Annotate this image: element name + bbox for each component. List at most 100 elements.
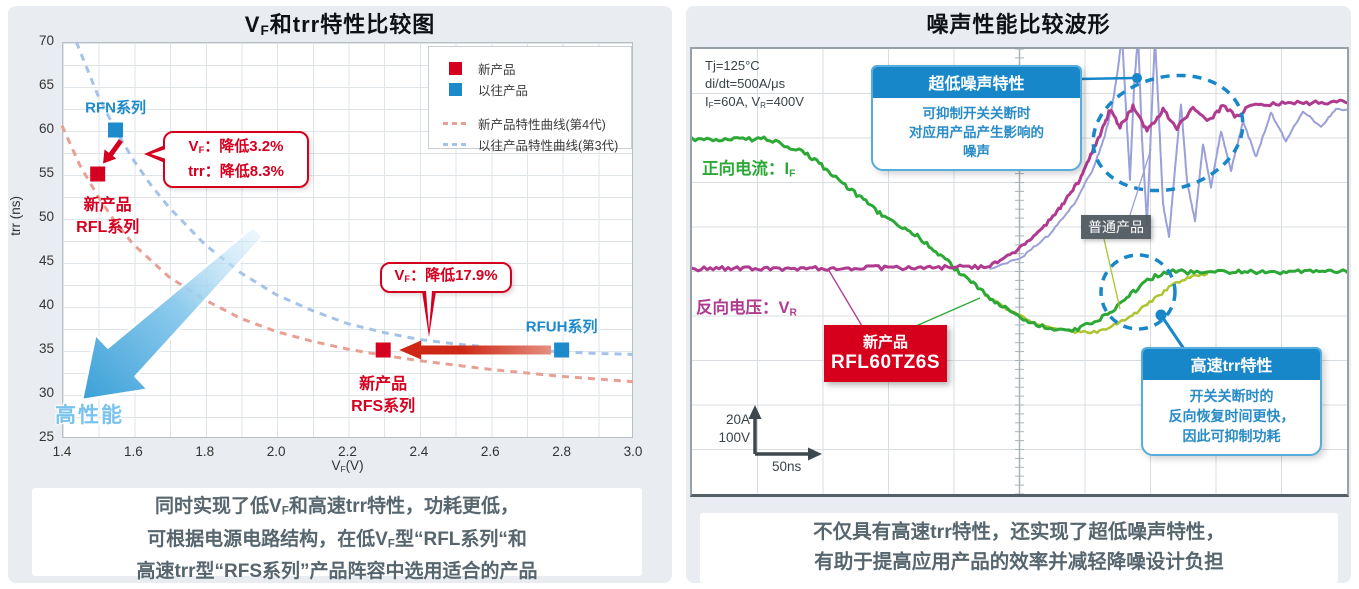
improvement-callout-rfl: VF：降低3.2% trr：降低8.3% bbox=[144, 131, 309, 189]
y-axis-label: trr (ns) bbox=[8, 196, 23, 236]
data-point-RFS系列 bbox=[375, 342, 391, 358]
summary-line: 有助于提高应用产品的效率并减轻降噪设计负担 bbox=[814, 551, 1224, 573]
callout-body: 开关关断时的 反向恢复时间更快， 因此可抑制功耗 bbox=[1143, 380, 1320, 454]
legend-label: 以往产品 bbox=[478, 84, 529, 98]
y-tick-label: 30 bbox=[38, 385, 54, 400]
legend-swatch-curve4 bbox=[443, 121, 469, 126]
leader-line bbox=[1103, 238, 1121, 310]
x-tick-label: 2.4 bbox=[409, 444, 429, 459]
noise-highlight-ellipse bbox=[1091, 73, 1245, 193]
left-panel-title: VF和trr特性比较图 bbox=[244, 12, 436, 38]
x-tick-label: 3.0 bbox=[623, 444, 643, 459]
leader-line bbox=[1129, 148, 1152, 216]
callout-pointer-fill bbox=[425, 291, 432, 331]
y-tick-label: 70 bbox=[38, 33, 54, 48]
scale-amps-label: 20A bbox=[725, 412, 750, 427]
callout-pointer-fill bbox=[151, 149, 166, 159]
callout-line: VF：降低3.2% bbox=[188, 138, 284, 156]
left-summary-box: 同时实现了低VF和高速trr特性，功耗更低， 可根据电源电路结构，在低VF型“R… bbox=[32, 488, 642, 582]
fast-trr-callout: 高速trr特性 开关关断时的 反向恢复时间更快， 因此可抑制功耗 bbox=[1141, 347, 1322, 456]
scale-arrowhead bbox=[808, 447, 822, 461]
y-tick-label: 25 bbox=[38, 429, 54, 444]
x-tick-label: 2.6 bbox=[480, 444, 500, 459]
legend-swatch-curve3 bbox=[443, 142, 469, 147]
scale-volts-label: 100V bbox=[718, 430, 750, 445]
legend-item-new: 新产品 bbox=[443, 58, 631, 79]
legend-item-old: 以往产品 bbox=[443, 79, 631, 100]
legend-item-curve4: 新产品特性曲线(第4代) bbox=[443, 113, 631, 134]
x-axis-label: VF(V) bbox=[331, 458, 364, 474]
y-tick-label: 45 bbox=[38, 253, 54, 268]
y-tick-label: 40 bbox=[38, 297, 54, 312]
x-tick-label: 1.4 bbox=[52, 444, 72, 459]
trr-highlight-circle bbox=[1099, 253, 1177, 331]
legend-swatch-old bbox=[449, 83, 462, 96]
high-performance-arrow bbox=[80, 225, 265, 402]
forward-current-label: 正向电流：IF bbox=[702, 160, 796, 180]
y-tick-label: 60 bbox=[38, 121, 54, 136]
condition-line: IF=60A, VR=400V bbox=[705, 94, 804, 110]
x-tick-label: 2.2 bbox=[338, 444, 357, 459]
summary-line: 高速trr型“RFS系列”产品阵容中选用适合的产品 bbox=[136, 561, 538, 583]
y-tick-label: 65 bbox=[38, 77, 54, 92]
callout-body-line: 因此可抑制功耗 bbox=[1182, 428, 1281, 444]
new-product-line: 新产品 bbox=[862, 334, 908, 351]
waveform-0 bbox=[983, 272, 1209, 335]
leader-dot bbox=[1132, 73, 1142, 83]
oscilloscope-area: Tj=125°C di/dt=500A/μs IF=60A, VR=400V 正… bbox=[690, 47, 1349, 497]
callout-body: 可抑制开关关断时 对应用产品产生影响的 噪声 bbox=[873, 98, 1080, 169]
y-tick-label: 55 bbox=[38, 165, 54, 180]
reverse-voltage-label: 反向电压：VR bbox=[696, 299, 797, 319]
condition-line: di/dt=500A/μs bbox=[705, 76, 786, 91]
waveform-2 bbox=[989, 49, 1347, 270]
waveform-1 bbox=[692, 135, 1347, 333]
summary-line: 可根据电源电路结构，在低VF型“RFL系列“和 bbox=[147, 528, 527, 551]
test-conditions: Tj=125°C di/dt=500A/μs IF=60A, VR=400V bbox=[705, 57, 804, 115]
legend-swatch-new bbox=[449, 62, 462, 75]
callout-header: 超低噪声特性 bbox=[873, 67, 1080, 98]
leader-line bbox=[915, 297, 981, 327]
summary-line: 同时实现了低VF和高速trr特性，功耗更低， bbox=[155, 496, 519, 518]
right-summary-box: 不仅具有高速trr特性，还实现了超低噪声特性， 有助于提高应用产品的效率并减轻降… bbox=[700, 513, 1338, 583]
point-label-RFN系列: RFN系列 bbox=[85, 99, 146, 117]
legend-item-curve3: 以往产品特性曲线(第3代) bbox=[443, 134, 631, 155]
leader-line bbox=[1077, 76, 1136, 81]
callout-line: trr：降低8.3% bbox=[188, 163, 284, 181]
leader-line bbox=[827, 268, 863, 327]
new-product-tag: 新产品 RFL60TZ6S bbox=[824, 325, 947, 382]
point-label-RFL系列: 新产品 RFL系列 bbox=[76, 197, 140, 236]
callout-line: VF：降低17.9% bbox=[394, 267, 498, 285]
y-tick-label: 35 bbox=[38, 341, 54, 356]
improvement-callout-rfs: VF：降低17.9% bbox=[380, 262, 512, 338]
callout-body-line: 可抑制开关关断时 bbox=[922, 106, 1031, 121]
characteristic-curve bbox=[60, 124, 634, 384]
low-noise-callout: 超低噪声特性 可抑制开关关断时 对应用产品产生影响的 噪声 bbox=[871, 65, 1082, 171]
callout-body-line: 噪声 bbox=[963, 144, 990, 159]
callout-body-line: 开关关断时的 bbox=[1189, 388, 1274, 404]
data-point-RFN系列 bbox=[108, 122, 124, 138]
chart-legend: 新产品 以往产品 新产品特性曲线(第4代) 以往产品特性曲线(第3代) bbox=[428, 46, 632, 153]
ordinary-product-tag: 普通产品 bbox=[1081, 215, 1151, 239]
right-panel-title: 噪声性能比较波形 bbox=[926, 12, 1111, 37]
legend-label: 以往产品特性曲线(第3代) bbox=[478, 139, 619, 153]
legend-label: 新产品特性曲线(第4代) bbox=[478, 118, 606, 132]
scale-time-label: 50ns bbox=[772, 459, 802, 474]
legend-label: 新产品 bbox=[478, 63, 516, 77]
point-label-RFUH系列: RFUH系列 bbox=[525, 318, 598, 336]
callout-body-line: 反向恢复时间更快， bbox=[1168, 408, 1295, 424]
scatter-plot-svg bbox=[60, 41, 634, 402]
x-tick-label: 1.6 bbox=[123, 444, 143, 459]
x-tick-label: 2.8 bbox=[552, 444, 572, 459]
data-point-RFL系列 bbox=[90, 166, 106, 182]
x-tick-label: 1.8 bbox=[195, 444, 215, 459]
leader-line bbox=[1159, 314, 1186, 350]
high-performance-label: 高性能 bbox=[55, 404, 124, 427]
condition-line: Tj=125°C bbox=[705, 58, 760, 73]
callout-body-line: 对应用产品产生影响的 bbox=[909, 125, 1044, 140]
point-label-RFS系列: 新产品 RFS系列 bbox=[351, 376, 416, 415]
waveform-3 bbox=[692, 98, 1347, 273]
data-point-RFUH系列 bbox=[554, 342, 570, 358]
scale-arrowhead bbox=[748, 405, 762, 419]
callout-header: 高速trr特性 bbox=[1143, 349, 1320, 380]
